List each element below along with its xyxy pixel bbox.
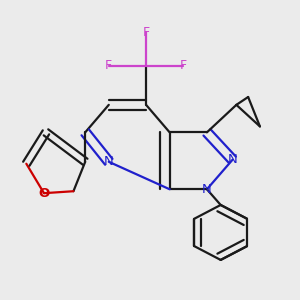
Text: N: N <box>202 183 212 196</box>
Text: F: F <box>105 59 112 72</box>
Text: N: N <box>104 155 114 168</box>
Text: F: F <box>180 59 187 72</box>
Text: F: F <box>142 26 150 39</box>
Text: O: O <box>38 187 50 200</box>
Text: N: N <box>228 153 237 166</box>
